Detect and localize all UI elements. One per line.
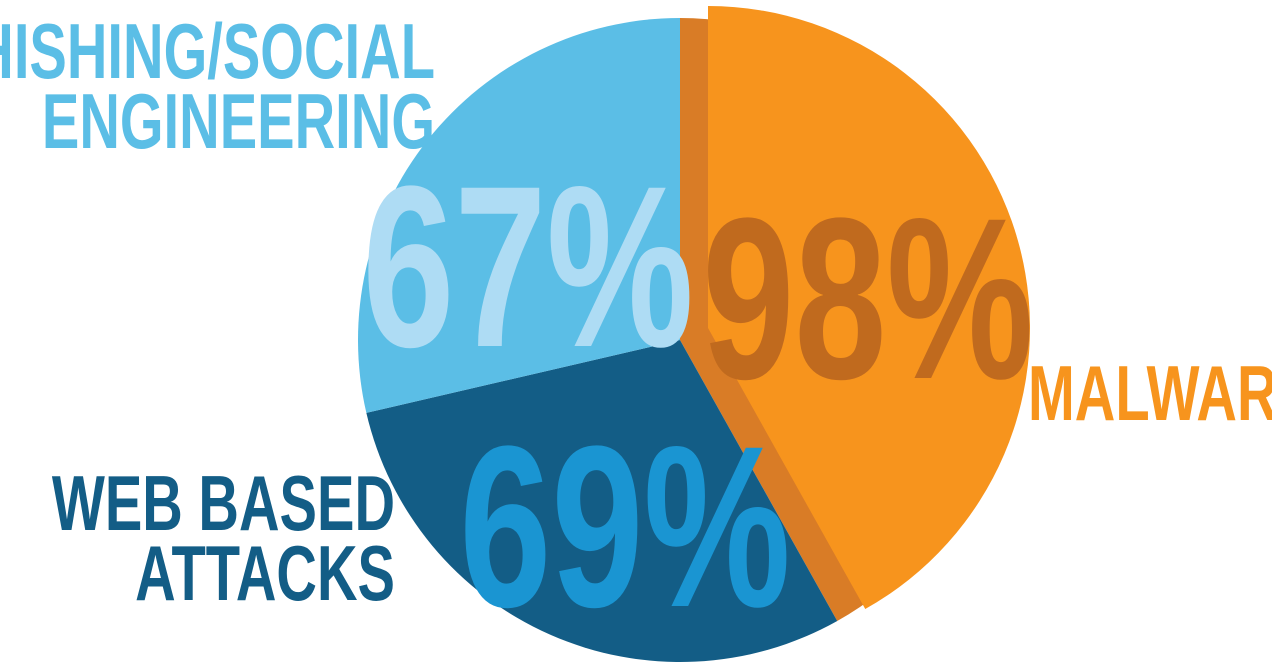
slice [366, 340, 838, 663]
value-label: 67% [362, 139, 693, 395]
value-label: 98% [702, 171, 1033, 427]
category-label: WEB BASED ATTACKS [52, 460, 395, 617]
slice [357, 18, 680, 413]
value-label: 69% [459, 399, 790, 655]
category-label: MALWARE [1028, 350, 1272, 437]
slice [708, 6, 1031, 609]
